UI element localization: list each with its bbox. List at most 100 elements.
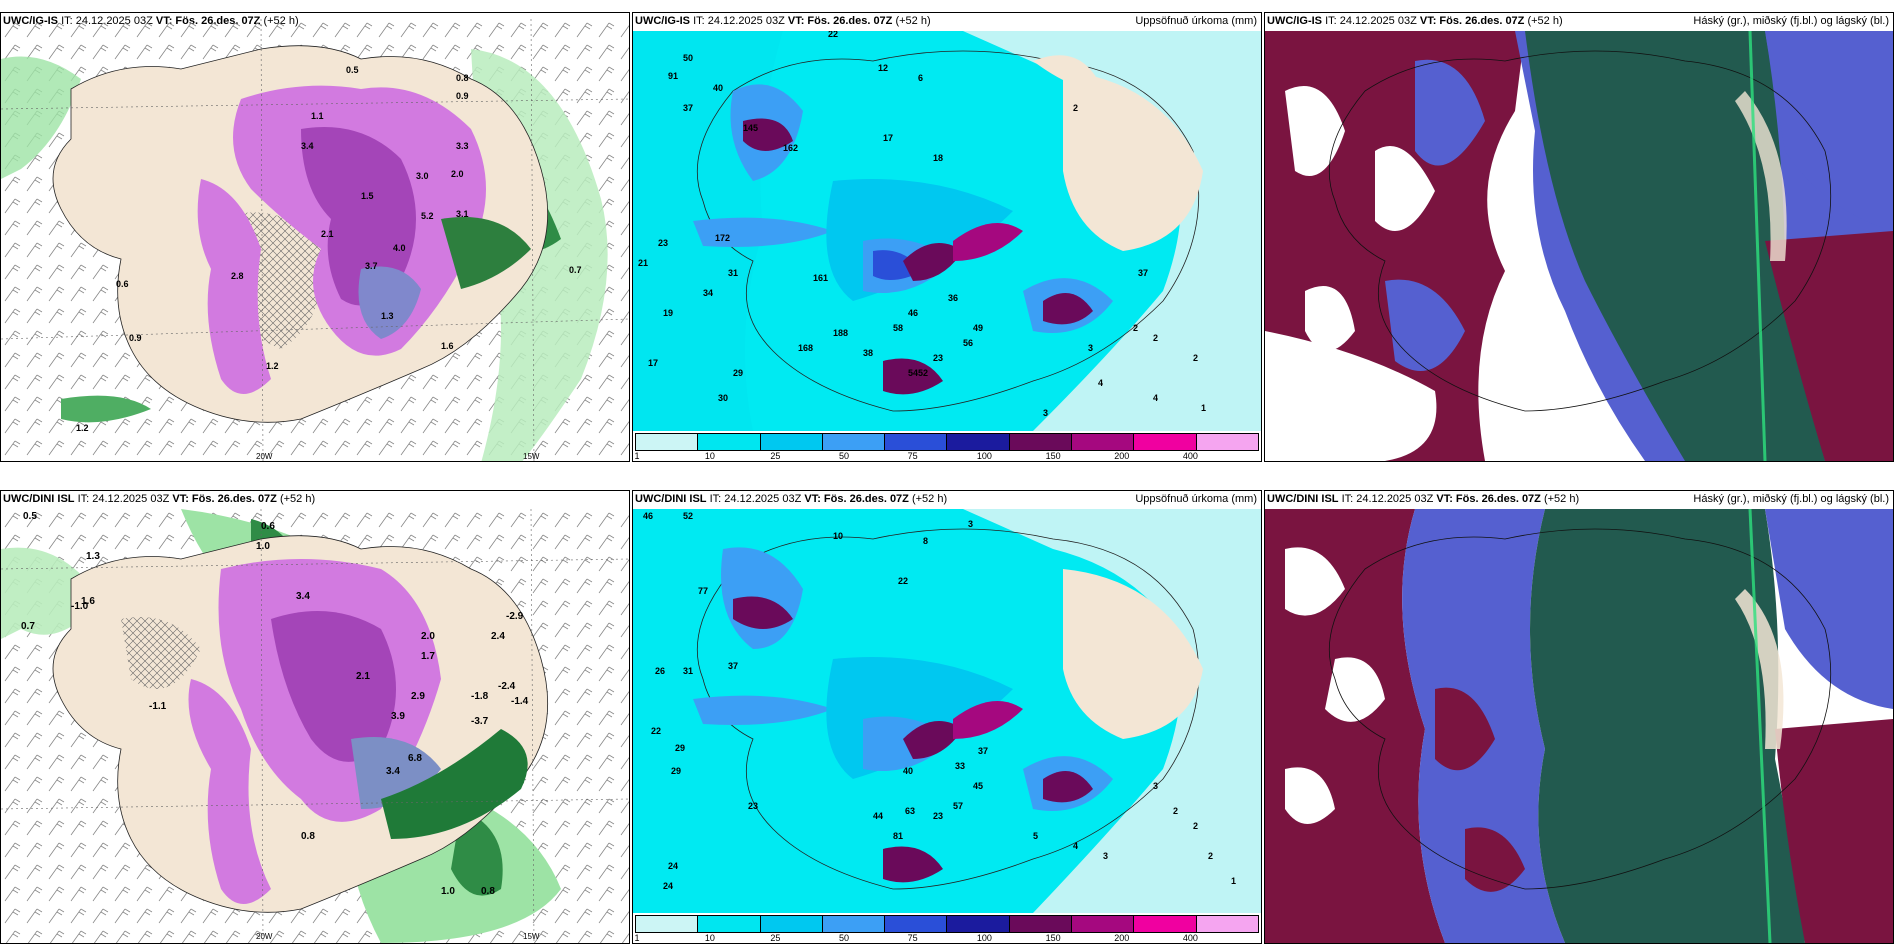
value-label: 0.8: [456, 73, 469, 83]
map-clouds[interactable]: [1265, 509, 1893, 943]
value-label: 50: [683, 53, 693, 63]
value-label: 29: [675, 743, 685, 753]
value-label: 17: [648, 358, 658, 368]
value-label: 0.5: [346, 65, 359, 75]
value-label: 0.5: [23, 511, 37, 522]
value-label: 4: [1073, 841, 1078, 851]
map-precip-wind[interactable]: 0.5 0.6 1.3 1.0 0.7 1.6 3.4 2.1 2.0 1.7 …: [1, 509, 629, 943]
value-label: 31: [683, 666, 693, 676]
value-label: 40: [713, 83, 723, 93]
value-label: 22: [828, 31, 838, 39]
value-label: 0.7: [569, 265, 582, 275]
value-label: 3.1: [456, 209, 469, 219]
value-label: 4.0: [393, 243, 406, 253]
value-label: 12: [878, 63, 888, 73]
value-label: 37: [683, 103, 693, 113]
colorbar-swatch: [1134, 916, 1197, 932]
value-label: 54: [908, 368, 918, 378]
colorbar-tick: 100: [976, 451, 992, 461]
colorbar-swatch: [1072, 916, 1135, 932]
value-label: -2.9: [506, 611, 524, 622]
value-label: 24: [668, 861, 678, 871]
panel-header: UWC/IG-IS IT: 24.12.2025 03Z VT: Fös. 26…: [1267, 15, 1563, 27]
colorbar-swatch: [636, 916, 699, 932]
value-label: 3.0: [416, 171, 429, 181]
panel-uwc-dini-accum-precip: UWC/DINI ISL IT: 24.12.2025 03Z VT: Fös.…: [632, 490, 1262, 944]
value-label: 24: [663, 881, 673, 891]
value-label: 23: [658, 238, 668, 248]
colorbar-tick: 400: [1182, 451, 1198, 461]
map-svg: [1265, 509, 1893, 943]
panel-uwc-dini-precip-type: UWC/DINI ISL IT: 24.12.2025 03Z VT: Fös.…: [0, 490, 630, 944]
colorbar-tick: 100: [976, 933, 992, 943]
value-label: 0.9: [456, 91, 469, 101]
colorbar-swatch: [885, 434, 948, 450]
panel-header: UWC/DINI ISL IT: 24.12.2025 03Z VT: Fös.…: [3, 493, 316, 505]
value-label: 58: [893, 323, 903, 333]
colorbar-swatch: [1009, 916, 1073, 932]
value-label: 4: [1098, 378, 1103, 388]
lon-label-20w: 20W: [256, 452, 273, 461]
value-label: 6.8: [408, 753, 422, 764]
colorbar-tick: 10: [704, 451, 715, 461]
panel-variable-title: Uppsöfnuð úrkoma (mm): [1135, 493, 1257, 505]
panel-uwc-dini-clouds: UWC/DINI ISL IT: 24.12.2025 03Z VT: Fös.…: [1264, 490, 1894, 944]
map-svg: 0.5 0.8 0.9 1.1 3.4 2.0 3.3 3.0 1.5 2.1 …: [1, 19, 629, 461]
value-label: 29: [671, 766, 681, 776]
value-label: 18: [933, 153, 943, 163]
value-label: -1.4: [511, 696, 529, 707]
map-accum-precip[interactable]: 50 91 40 37 22 12 6 17 18 2 145 162 23 2…: [633, 31, 1261, 431]
colorbar-swatches: [635, 915, 1259, 933]
colorbar-tick: 150: [1045, 933, 1061, 943]
colorbar-swatch: [698, 916, 761, 932]
value-label: 1: [1201, 403, 1206, 413]
colorbar-tick: 400: [1182, 933, 1198, 943]
map-clouds[interactable]: [1265, 31, 1893, 461]
value-label: 3: [1043, 408, 1048, 418]
value-label: 3.4: [301, 141, 314, 151]
value-label: 37: [978, 746, 988, 756]
value-label: 3.4: [296, 591, 310, 602]
map-svg: 0.5 0.6 1.3 1.0 0.7 1.6 3.4 2.1 2.0 1.7 …: [1, 509, 629, 943]
colorbar-tick: 200: [1114, 451, 1130, 461]
value-label: 52: [683, 511, 693, 521]
colorbar-tick: 75: [907, 451, 918, 461]
value-label: 1.2: [266, 361, 279, 371]
value-label: 2: [1133, 323, 1138, 333]
map-precip-wind[interactable]: 0.5 0.8 0.9 1.1 3.4 2.0 3.3 3.0 1.5 2.1 …: [1, 19, 629, 461]
value-label: 10: [833, 531, 843, 541]
panel-variable-title: Háský (gr.), miðský (fj.bl.) og lágský (…: [1693, 15, 1889, 27]
value-label: 5.2: [421, 211, 434, 221]
colorbar-tick: 200: [1114, 933, 1130, 943]
colorbar: 1 10 25 50 75 100 150 200 400: [633, 913, 1261, 943]
colorbar-tick: 1: [634, 451, 640, 461]
value-label: 3.7: [365, 261, 378, 271]
value-label: 0.6: [116, 279, 129, 289]
value-label: 57: [953, 801, 963, 811]
colorbar-swatch: [885, 916, 948, 932]
value-label: 81: [893, 831, 903, 841]
colorbar-tick: 1: [634, 933, 640, 943]
lon-label-15w: 15W: [523, 452, 540, 461]
value-label: 2: [1193, 353, 1198, 363]
value-label: 2.9: [411, 691, 425, 702]
value-label: 0.9: [129, 333, 142, 343]
value-label: 37: [1138, 268, 1148, 278]
colorbar-tick: 50: [839, 451, 850, 461]
value-label: 8: [923, 536, 928, 546]
value-label: 23: [933, 811, 943, 821]
value-label: -2.4: [498, 681, 516, 692]
map-accum-precip[interactable]: 46 52 10 8 3 77 26 31 37 22 29 29 23 24 …: [633, 509, 1261, 913]
value-label: 63: [905, 806, 915, 816]
value-label: 3.9: [391, 711, 405, 722]
value-label: 52: [918, 368, 928, 378]
value-label: 188: [833, 328, 848, 338]
value-label: 0.8: [301, 831, 315, 842]
value-label: 45: [973, 781, 983, 791]
value-label: 36: [948, 293, 958, 303]
value-label: 46: [908, 308, 918, 318]
value-label: 91: [668, 71, 678, 81]
colorbar-swatch: [1196, 434, 1258, 450]
value-label: 23: [933, 353, 943, 363]
value-label: 2.8: [231, 271, 244, 281]
